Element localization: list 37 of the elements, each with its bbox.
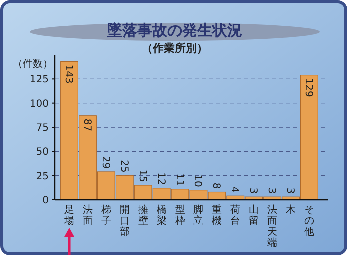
chart-subtitle: （作業所別）: [142, 42, 208, 55]
data-label: 12: [155, 172, 166, 186]
data-label: 8: [210, 182, 222, 190]
x-tick-label: 重機: [212, 204, 222, 227]
y-tick-label: 0: [42, 196, 49, 206]
x-tick-label: 橋梁: [156, 204, 167, 227]
x-tick-label: 荷台: [230, 204, 241, 227]
data-label: 3: [248, 188, 259, 194]
data-label: 3: [266, 188, 278, 194]
x-tick-label: 法面天端: [268, 204, 278, 249]
data-label: 129: [302, 78, 314, 98]
x-tick-label: 梯子: [100, 204, 112, 227]
data-label: 4: [229, 186, 240, 194]
data-label: 87: [81, 118, 92, 132]
x-tick-label: 型枠: [174, 204, 186, 227]
data-label: 10: [192, 174, 204, 188]
x-tick-label: その他: [304, 205, 314, 238]
x-tick-label: 山留: [249, 204, 260, 227]
x-tick-label: 擁壁: [138, 204, 148, 227]
y-tick-label: 75: [36, 123, 49, 134]
x-tick-label: 木: [286, 204, 296, 216]
x-tick-label: 開口部: [120, 205, 130, 238]
data-label: 25: [118, 160, 130, 173]
data-label: 15: [136, 170, 148, 182]
chart-title: 墜落事故の発生状況: [106, 21, 242, 40]
y-tick-label: 50: [36, 147, 49, 158]
y-tick-label: 25: [36, 171, 49, 182]
y-axis-title: （件数）: [13, 59, 53, 70]
data-label: 3: [284, 188, 296, 194]
data-label: 11: [174, 174, 185, 186]
x-tick-label: 法面: [82, 204, 93, 227]
y-tick-label: 100: [30, 98, 49, 110]
x-tick-label: 脚立: [194, 204, 204, 227]
y-tick-label: 125: [30, 74, 49, 86]
x-tick-label: 足場: [64, 205, 75, 227]
data-label: 143: [63, 64, 74, 84]
data-label: 29: [100, 156, 111, 169]
